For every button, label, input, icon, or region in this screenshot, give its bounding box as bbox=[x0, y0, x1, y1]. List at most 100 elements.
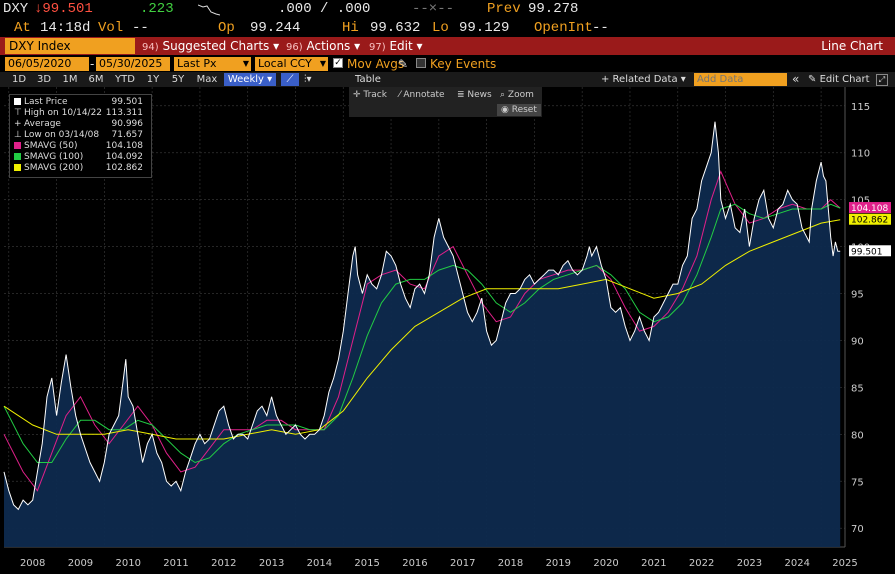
period-5y[interactable]: 5Y bbox=[171, 74, 185, 85]
legend-label: SMAVG (200) bbox=[24, 163, 84, 173]
news-tool[interactable]: ≣ News bbox=[457, 89, 492, 101]
date-separator: - bbox=[90, 57, 95, 71]
period-ytd[interactable]: YTD bbox=[115, 74, 135, 85]
suggested-number: 94) bbox=[142, 42, 159, 53]
field-select[interactable]: Last Px ▼ bbox=[174, 57, 251, 71]
reset-icon: ◉ bbox=[501, 105, 512, 115]
edit-button[interactable]: 97) Edit ▾ bbox=[369, 38, 423, 54]
x-tick-label: 2020 bbox=[593, 558, 618, 569]
key-events-checkbox[interactable] bbox=[416, 58, 426, 68]
time-value: 14:18d bbox=[40, 20, 91, 36]
related-data-button[interactable]: + Related Data ▾ bbox=[601, 74, 686, 85]
quote-header: DXY ↓99.501 .223 .000 / .000 --×-- Prev … bbox=[0, 0, 895, 19]
field-text: Last Px bbox=[177, 57, 217, 70]
vol-value: -- bbox=[132, 20, 149, 36]
edit-chart-button[interactable]: ✎ Edit Chart bbox=[808, 73, 870, 86]
zoom-tool[interactable]: ⌕ Zoom bbox=[500, 89, 534, 101]
table-button[interactable]: Table bbox=[355, 74, 381, 85]
x-tick-label: 2013 bbox=[259, 558, 284, 569]
x-tick-label: 2014 bbox=[307, 558, 332, 569]
legend-value: 102.862 bbox=[105, 163, 143, 173]
annotate-tool[interactable]: ⁄ Annotate bbox=[399, 89, 445, 101]
edit-label: Edit ▾ bbox=[389, 39, 423, 53]
high-marker-icon: ⊤ bbox=[14, 108, 22, 118]
openint-value: -- bbox=[592, 20, 609, 36]
period-6m[interactable]: 6M bbox=[88, 74, 104, 85]
legend-label: Last Price bbox=[24, 97, 68, 107]
y-tick-label: 75 bbox=[851, 477, 864, 488]
pencil-icon[interactable]: ✎ bbox=[398, 57, 409, 71]
y-tick-label: 105 bbox=[851, 196, 870, 207]
zoom-label: Zoom bbox=[507, 90, 534, 100]
line-chart-icon[interactable]: ⟋ bbox=[281, 73, 299, 86]
legend-smavg-100: SMAVG (100) 104.092 bbox=[14, 152, 147, 163]
track-tool[interactable]: ✛ Track bbox=[353, 89, 387, 101]
x-tick-label: 2018 bbox=[498, 558, 523, 569]
reset-button[interactable]: ◉ Reset bbox=[497, 104, 541, 116]
start-date-field[interactable]: 06/05/2020 bbox=[5, 57, 89, 71]
price-area bbox=[4, 121, 841, 547]
low-label: Lo bbox=[432, 20, 449, 36]
news-label: News bbox=[467, 90, 492, 100]
x-tick-label: 2015 bbox=[354, 558, 379, 569]
currency-select[interactable]: Local CCY ▼ bbox=[255, 57, 328, 71]
legend-label: High on 10/14/22 bbox=[24, 108, 103, 118]
actions-button[interactable]: 96) Actions ▾ bbox=[286, 38, 360, 54]
period-1m[interactable]: 1M bbox=[62, 74, 78, 85]
reset-label: Reset bbox=[511, 105, 537, 115]
size-text: --×-- bbox=[412, 1, 455, 17]
high-label: Hi bbox=[342, 20, 359, 36]
legend-value: 113.311 bbox=[105, 108, 143, 118]
track-label: Track bbox=[363, 90, 387, 100]
frequency-select[interactable]: Weekly ▾ bbox=[224, 73, 276, 86]
collapse-icon[interactable]: « bbox=[792, 72, 800, 86]
legend-label: Low on 03/14/08 bbox=[24, 130, 100, 140]
period-bar bbox=[0, 72, 895, 87]
legend-value: 99.501 bbox=[111, 97, 144, 107]
openint-label: OpenInt bbox=[534, 20, 593, 36]
x-tick-label: 2019 bbox=[546, 558, 571, 569]
x-tick-label: 2008 bbox=[20, 558, 45, 569]
x-tick-label: 2025 bbox=[832, 558, 857, 569]
legend-low: ⊥ Low on 03/14/08 71.657 bbox=[14, 130, 147, 141]
x-tick-label: 2011 bbox=[163, 558, 188, 569]
x-tick-label: 2021 bbox=[641, 558, 666, 569]
annotate-icon: ⁄ bbox=[399, 90, 404, 100]
mov-avgs-label: Mov Avgs bbox=[347, 57, 405, 71]
add-data-input[interactable] bbox=[694, 73, 787, 86]
price-tag-text: 99.501 bbox=[851, 247, 883, 257]
legend-value: 90.996 bbox=[111, 119, 144, 129]
last-price: ↓99.501 bbox=[34, 1, 93, 17]
x-tick-label: 2010 bbox=[116, 558, 141, 569]
y-tick-label: 80 bbox=[851, 430, 864, 441]
legend-average: + Average 90.996 bbox=[14, 119, 147, 130]
price-tag-text: 104.108 bbox=[851, 204, 888, 214]
key-events-label: Key Events bbox=[430, 57, 497, 71]
time-label: At bbox=[14, 20, 31, 36]
field-dropdown-icon: ▼ bbox=[242, 59, 249, 68]
security-field[interactable]: DXY Index bbox=[5, 38, 135, 54]
low-marker-icon: ⊥ bbox=[14, 130, 22, 140]
y-tick-label: 110 bbox=[851, 149, 870, 160]
price-change: .223 bbox=[140, 1, 174, 17]
x-tick-label: 2009 bbox=[68, 558, 93, 569]
period-max[interactable]: Max bbox=[196, 74, 218, 85]
bid-ask: .000 / .000 bbox=[278, 1, 371, 17]
y-tick-label: 85 bbox=[851, 383, 864, 394]
legend-value: 104.092 bbox=[105, 152, 143, 162]
end-date-field[interactable]: 05/30/2025 bbox=[96, 57, 170, 71]
period-3d[interactable]: 3D bbox=[36, 74, 52, 85]
expand-icon[interactable]: ⤢ bbox=[876, 74, 888, 86]
period-1y[interactable]: 1Y bbox=[146, 74, 160, 85]
legend-value: 104.108 bbox=[105, 141, 143, 151]
end-date-text: 05/30/2025 bbox=[99, 57, 163, 70]
x-tick-label: 2023 bbox=[737, 558, 762, 569]
price-tag-box bbox=[849, 213, 891, 225]
mov-avgs-checkbox[interactable]: ✓ bbox=[333, 58, 343, 68]
period-1d[interactable]: 1D bbox=[11, 74, 27, 85]
currency-text: Local CCY bbox=[258, 57, 312, 70]
bar-chart-icon[interactable]: ⫶▾ bbox=[304, 74, 312, 85]
news-icon: ≣ bbox=[457, 90, 468, 100]
legend-smavg-200: SMAVG (200) 102.862 bbox=[14, 163, 147, 174]
suggested-charts-button[interactable]: 94) Suggested Charts ▾ bbox=[142, 38, 279, 54]
